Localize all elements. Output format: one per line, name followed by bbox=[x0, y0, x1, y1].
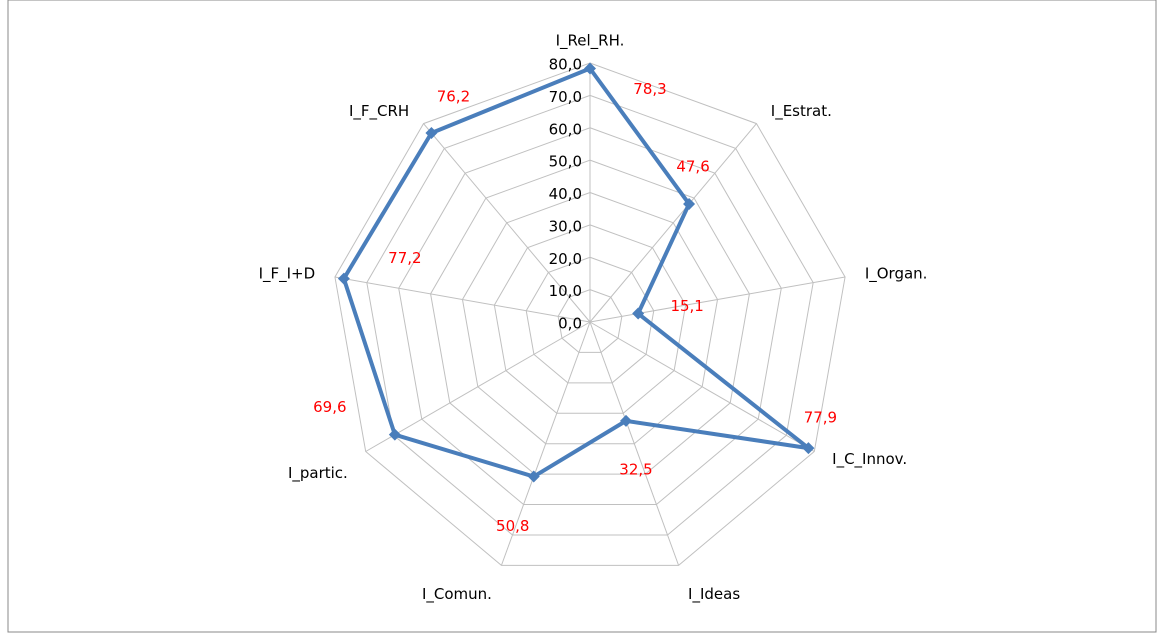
axis-spoke bbox=[365, 321, 591, 452]
category-label: I_F_I+D bbox=[259, 265, 316, 284]
data-label: 69,6 bbox=[313, 398, 346, 416]
data-point bbox=[425, 127, 438, 140]
data-label: 76,2 bbox=[437, 88, 470, 106]
data-label: 32,5 bbox=[619, 460, 652, 478]
axis-spoke bbox=[589, 123, 757, 323]
y-tick-label: 40,0 bbox=[549, 185, 582, 203]
y-tick-label: 60,0 bbox=[549, 120, 582, 138]
chart-frame bbox=[7, 0, 1157, 633]
data-point bbox=[619, 414, 632, 427]
data-point bbox=[337, 272, 350, 285]
data-point bbox=[584, 62, 596, 75]
grid-line bbox=[557, 289, 623, 353]
axis-spoke bbox=[334, 276, 591, 323]
category-label: I_Organ. bbox=[865, 265, 928, 284]
axis-spoke bbox=[500, 321, 591, 566]
category-label: I_Ideas bbox=[688, 585, 740, 604]
category-label: I_Rel_RH. bbox=[556, 32, 625, 51]
y-tick-label: 0,0 bbox=[558, 315, 582, 333]
y-tick-label: 10,0 bbox=[549, 282, 582, 300]
y-tick-label: 50,0 bbox=[549, 153, 582, 171]
axis-spoke bbox=[589, 321, 815, 452]
y-tick-label: 80,0 bbox=[549, 56, 582, 74]
grid-line bbox=[430, 159, 750, 475]
data-point bbox=[802, 442, 815, 455]
grid-line bbox=[493, 224, 687, 414]
axis-spoke bbox=[589, 321, 680, 566]
data-label: 15,1 bbox=[670, 297, 703, 315]
axis-spoke bbox=[589, 276, 846, 323]
category-label: I_Estrat. bbox=[771, 102, 832, 121]
category-label: I_F_CRH bbox=[349, 102, 409, 121]
data-label: 77,2 bbox=[388, 249, 421, 267]
category-label: I_C_Innov. bbox=[832, 450, 907, 469]
grid-line bbox=[334, 62, 846, 566]
grid-line bbox=[366, 94, 814, 536]
data-label: 47,6 bbox=[676, 157, 709, 175]
category-label: I_Comun. bbox=[422, 585, 492, 604]
data-point bbox=[683, 197, 696, 210]
data-point bbox=[632, 307, 645, 320]
data-label: 78,3 bbox=[633, 80, 666, 98]
category-label: I_partic. bbox=[288, 464, 348, 483]
axis-spoke bbox=[423, 123, 591, 323]
grid-line bbox=[398, 127, 782, 506]
y-tick-label: 20,0 bbox=[549, 250, 582, 268]
data-label: 77,9 bbox=[804, 409, 837, 427]
y-tick-label: 70,0 bbox=[549, 88, 582, 106]
y-tick-label: 30,0 bbox=[549, 217, 582, 235]
data-point bbox=[388, 428, 401, 441]
series-line bbox=[341, 66, 811, 479]
data-label: 50,8 bbox=[496, 517, 529, 535]
grid-line bbox=[525, 256, 655, 384]
data-point bbox=[527, 470, 540, 483]
